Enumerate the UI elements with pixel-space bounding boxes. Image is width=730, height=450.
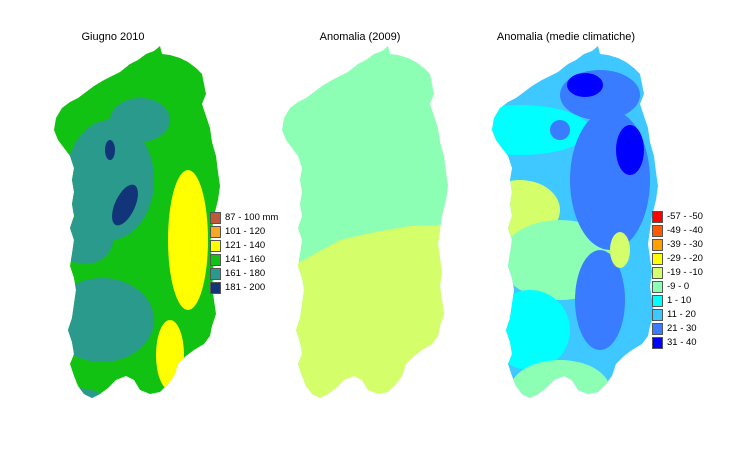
legend-anomaly-label: 31 - 40 <box>667 337 697 348</box>
legend-anomaly-label: -19 - -10 <box>667 267 703 278</box>
map-june-2010 <box>54 46 220 398</box>
legend-anomaly-label: -49 - -40 <box>667 225 703 236</box>
legend-rainfall-swatch <box>210 268 221 280</box>
legend-anomaly-entry: -49 - -40 <box>652 224 703 238</box>
legend-anomaly-label: -29 - -20 <box>667 253 703 264</box>
legend-anomaly-entry: -19 - -10 <box>652 266 703 280</box>
legend-anomaly-swatch <box>652 225 663 237</box>
legend-rainfall-entry: 87 - 100 mm <box>210 211 278 225</box>
panel-title-anomaly-2009: Anomalia (2009) <box>319 31 401 43</box>
legend-anomaly-label: -9 - 0 <box>667 281 690 292</box>
legend-anomaly-label: 21 - 30 <box>667 323 697 334</box>
legend-anomaly-label: 1 - 10 <box>667 295 692 306</box>
legend-anomaly-entry: 31 - 40 <box>652 336 703 350</box>
panel-title-june-2010: Giugno 2010 <box>81 31 145 43</box>
legend-rainfall-entry: 181 - 200 <box>210 281 278 295</box>
legend-rainfall-label: 87 - 100 mm <box>225 212 279 223</box>
legend-anomaly-label: -57 - -50 <box>667 211 703 222</box>
legend-anomaly-entry: 1 - 10 <box>652 294 703 308</box>
legend-anomaly-swatch <box>652 295 663 307</box>
legend-rainfall-swatch <box>210 212 221 224</box>
legend-anomaly: -57 - -50 -49 - -40 -39 - -30 -29 - -20 -19 … <box>652 210 703 350</box>
legend-anomaly-swatch <box>652 337 663 349</box>
map-anomaly-2009 <box>282 46 448 398</box>
legend-anomaly-label: 11 - 20 <box>667 309 696 320</box>
legend-rainfall-entry: 101 - 120 <box>210 225 278 239</box>
legend-rainfall-entry: 121 - 140 <box>210 239 278 253</box>
legend-rainfall-label: 101 - 120 <box>225 226 266 237</box>
legend-rainfall-label: 181 - 200 <box>225 282 266 293</box>
legend-anomaly-entry: 11 - 20 <box>652 308 703 322</box>
legend-anomaly-swatch <box>652 267 663 279</box>
legend-anomaly-entry: -9 - 0 <box>652 280 703 294</box>
legend-rainfall-swatch <box>210 282 221 294</box>
legend-anomaly-swatch <box>652 253 663 265</box>
legend-anomaly-swatch <box>652 309 663 321</box>
legend-anomaly-swatch <box>652 281 663 293</box>
legend-rainfall-entry: 161 - 180 <box>210 267 278 281</box>
legend-rainfall-swatch <box>210 240 221 252</box>
legend-rainfall-entry: 141 - 160 <box>210 253 278 267</box>
legend-rainfall: 87 - 100 mm 101 - 120 121 - 140 141 - 160 16… <box>210 211 278 295</box>
map-anomaly-climate <box>492 46 658 398</box>
legend-anomaly-swatch <box>652 323 663 335</box>
legend-anomaly-swatch <box>652 211 663 223</box>
legend-anomaly-swatch <box>652 239 663 251</box>
legend-anomaly-entry: 21 - 30 <box>652 322 703 336</box>
legend-anomaly-label: -39 - -30 <box>667 239 703 250</box>
legend-anomaly-entry: -29 - -20 <box>652 252 703 266</box>
legend-anomaly-entry: -39 - -30 <box>652 238 703 252</box>
legend-rainfall-swatch <box>210 254 221 266</box>
legend-rainfall-swatch <box>210 226 221 238</box>
legend-anomaly-entry: -57 - -50 <box>652 210 703 224</box>
panel-title-anomaly-climate: Anomalia (medie climatiche) <box>496 31 636 43</box>
legend-rainfall-label: 121 - 140 <box>225 240 266 251</box>
legend-rainfall-label: 141 - 160 <box>225 254 266 265</box>
legend-rainfall-label: 161 - 180 <box>225 268 266 279</box>
